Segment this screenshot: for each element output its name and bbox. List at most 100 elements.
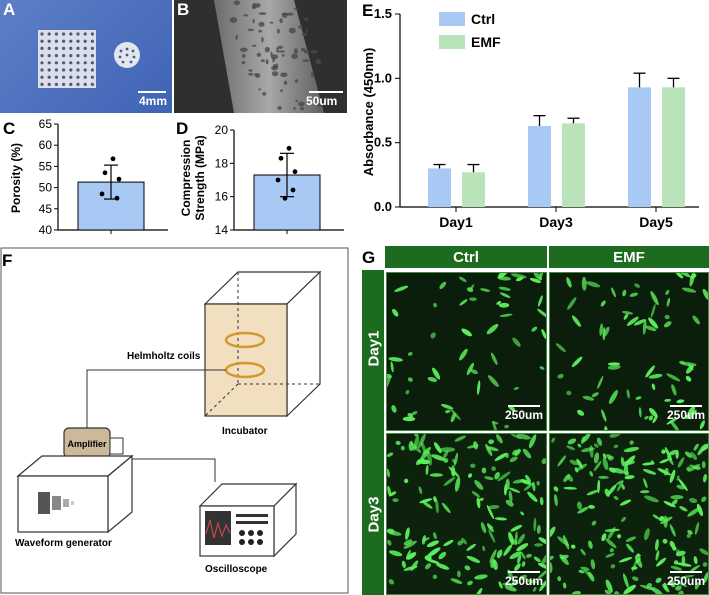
- cell: [541, 328, 546, 340]
- column-header-ctrl: Ctrl: [385, 246, 547, 268]
- porosity-data-point: [110, 156, 116, 162]
- sem-pore: [271, 71, 279, 77]
- cell: [432, 532, 437, 540]
- helmholtz-coil-top: [224, 331, 266, 349]
- cell: [581, 276, 587, 291]
- sem-pore: [323, 97, 329, 104]
- incubator-box: [203, 270, 322, 418]
- cell: [681, 555, 686, 567]
- cell: [450, 578, 463, 584]
- cell: [608, 467, 617, 473]
- cell: [441, 502, 451, 514]
- cell: [566, 390, 572, 396]
- cell: [652, 415, 658, 424]
- cell: [527, 491, 538, 503]
- cell: [611, 287, 616, 298]
- cell: [701, 461, 706, 469]
- cell: [694, 465, 701, 470]
- cell: [689, 497, 698, 504]
- scale-text-b: 50um: [306, 94, 338, 108]
- scaffold-hole: [62, 54, 66, 58]
- scaffold-hole: [90, 68, 94, 72]
- cell: [669, 580, 676, 588]
- sem-pore: [247, 28, 255, 32]
- cell: [430, 332, 436, 339]
- cell: [424, 563, 432, 570]
- legend-label-emf: EMF: [471, 34, 501, 50]
- cell: [387, 468, 390, 478]
- cell: [427, 547, 441, 558]
- cell: [452, 458, 456, 465]
- cell: [413, 435, 420, 449]
- scaffold-hole: [40, 46, 44, 51]
- cell: [490, 558, 496, 568]
- cell: [588, 504, 595, 509]
- cell: [509, 456, 518, 463]
- cell: [634, 283, 641, 288]
- cell: [650, 291, 659, 306]
- sem-pore: [303, 17, 309, 21]
- cell: [474, 574, 488, 580]
- scale-bar-g3: [508, 571, 540, 573]
- cell: [666, 297, 671, 307]
- cell: [387, 539, 392, 546]
- cell: [673, 560, 679, 565]
- cell: [429, 473, 443, 477]
- cell: [692, 315, 700, 325]
- cell: [600, 300, 606, 307]
- sem-pore: [252, 2, 257, 9]
- cell: [696, 503, 704, 517]
- cell: [676, 475, 680, 481]
- legend-swatch-emf: [439, 35, 465, 49]
- cell: [487, 505, 500, 510]
- cell: [587, 571, 595, 582]
- scaffold-hole: [76, 32, 80, 36]
- cell: [681, 287, 697, 293]
- scaffold-hole: [83, 32, 87, 36]
- round-scaffold-hole: [132, 55, 136, 59]
- scale-bar-b: [309, 91, 343, 93]
- cell: [520, 511, 525, 516]
- cell: [626, 543, 635, 553]
- sem-pore: [229, 16, 238, 23]
- cell: [689, 564, 701, 572]
- cell: [526, 579, 537, 584]
- cell: [690, 451, 698, 460]
- cell: [497, 471, 511, 482]
- cell: [588, 540, 593, 549]
- cell: [486, 446, 499, 452]
- cell: [676, 484, 685, 490]
- ylabel-d-line2: Strength (MPa): [193, 135, 207, 220]
- cell: [514, 531, 518, 546]
- cell: [497, 273, 509, 278]
- scaffold-hole: [69, 54, 73, 58]
- fluo-emf-day1-cells: [555, 273, 708, 430]
- sem-pore: [231, 18, 234, 21]
- cell: [503, 544, 513, 556]
- cell: [387, 485, 392, 497]
- scaffold-hole: [90, 39, 94, 43]
- cell: [504, 424, 509, 429]
- cell: [566, 277, 572, 288]
- cell: [577, 501, 582, 510]
- cell: [489, 549, 497, 564]
- cell: [686, 466, 691, 472]
- cell: [533, 273, 543, 281]
- cell: [509, 551, 522, 560]
- cell: [666, 455, 674, 466]
- cell: [520, 551, 526, 560]
- cell: [669, 469, 676, 484]
- cell: [677, 457, 685, 468]
- cell: [606, 453, 612, 459]
- sem-pore: [248, 72, 254, 76]
- cell: [678, 478, 688, 492]
- cell: [451, 465, 456, 475]
- cell: [516, 543, 529, 552]
- cell: [494, 471, 500, 480]
- sem-pore: [302, 59, 310, 62]
- fluo-ctrl-day3-cells: [387, 434, 546, 594]
- cell: [555, 343, 566, 353]
- cell: [538, 537, 546, 546]
- cell: [675, 585, 682, 591]
- scaffold-hole: [76, 39, 80, 43]
